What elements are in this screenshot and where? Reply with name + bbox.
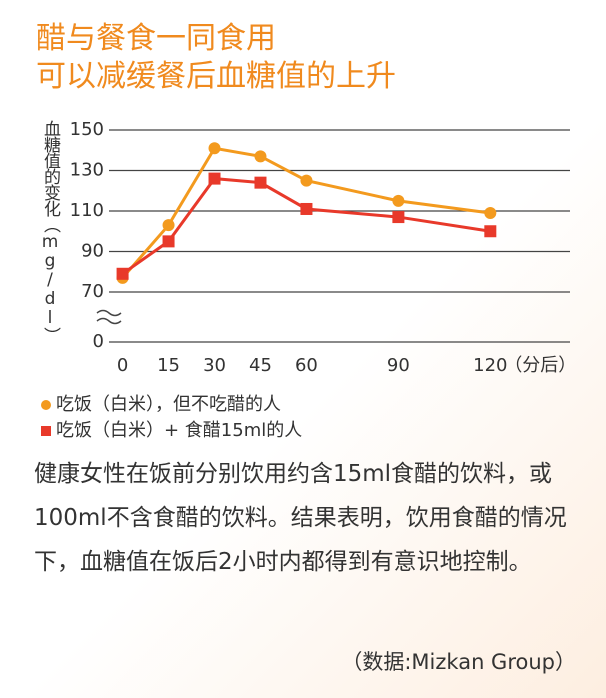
point: [300, 174, 313, 187]
point: [484, 207, 497, 220]
point: [208, 172, 221, 185]
y-tick-label: 130: [70, 160, 104, 181]
point: [162, 235, 175, 248]
x-tick-label: 30: [203, 355, 226, 376]
legend-marker: [41, 426, 51, 436]
x-tick-label: 0: [117, 355, 128, 376]
source: （数据:Mizkan Group）: [341, 650, 576, 674]
point: [254, 176, 267, 189]
axis-break: [96, 309, 122, 325]
chart-subtitle: 可以减缓餐后血糖值的上升: [36, 59, 396, 94]
y-tick-label: 150: [70, 119, 104, 140]
body-text: 健康女性在饭前分别饮用约含15ml食醋的饮料，或100ml不含食醋的饮料。结果表…: [34, 461, 567, 575]
point: [162, 219, 175, 232]
x-tick-label: 60: [295, 355, 318, 376]
point: [392, 194, 405, 207]
chart-title: 醋与餐食一同食用: [36, 21, 276, 56]
legend-label: 吃饭（白米），但不吃醋的人: [56, 394, 281, 415]
legend-marker: [41, 400, 51, 410]
point: [208, 142, 221, 155]
point: [484, 225, 497, 238]
y-tick-label: 70: [81, 281, 104, 302]
x-tick-label: 45: [249, 355, 272, 376]
point: [116, 267, 129, 280]
point: [300, 202, 313, 215]
y-tick-label: 0: [93, 331, 104, 352]
point: [392, 211, 405, 224]
x-axis-label: （分后）: [504, 355, 576, 376]
x-tick-label: 90: [387, 355, 410, 376]
x-tick-label: 15: [157, 355, 180, 376]
x-tick-label: 120: [473, 355, 507, 376]
series-line: [121, 177, 491, 276]
y-axis-label: 血糖值的变化（mg/dl）: [40, 120, 60, 343]
y-tick-label: 90: [81, 241, 104, 262]
y-tick-label: 110: [70, 200, 104, 221]
point: [254, 150, 267, 163]
legend-label: 吃饭（白米）+ 食醋15ml的人: [56, 420, 302, 441]
